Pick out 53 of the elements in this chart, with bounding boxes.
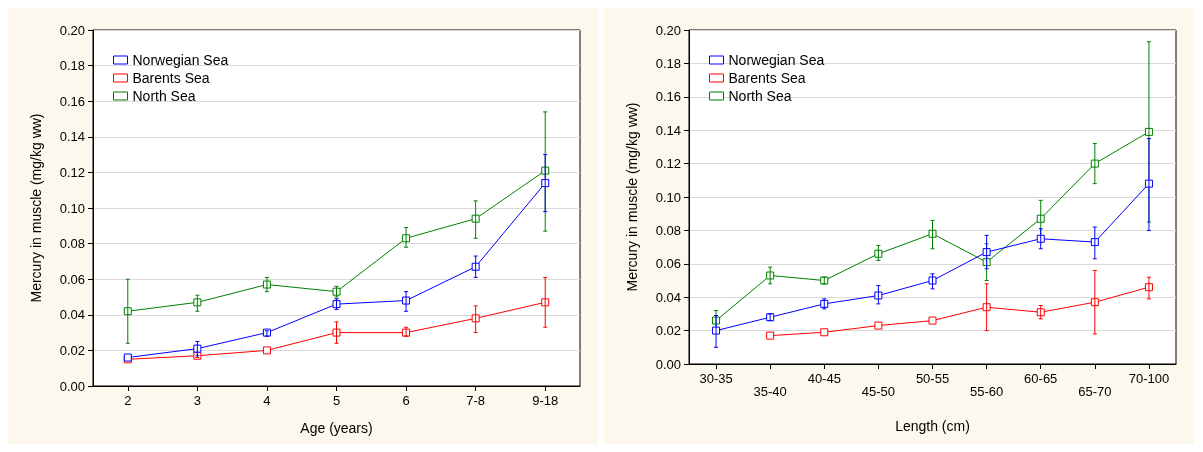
point <box>820 328 829 337</box>
x-axis-title: Age (years) <box>300 420 373 436</box>
x-tick-label: 70-100 <box>1128 371 1170 386</box>
legend-label: Norwegian Sea <box>132 52 229 68</box>
point <box>874 321 883 330</box>
y-tick-label: 0.18 <box>59 58 85 74</box>
y-tick-label: 0.00 <box>655 356 681 372</box>
y-tick-label: 0.14 <box>59 129 85 145</box>
y-tick-label: 0.20 <box>59 22 85 38</box>
x-tick-label: 45-50 <box>861 384 896 399</box>
point <box>262 346 271 355</box>
y-tick-label: 0.00 <box>59 378 85 394</box>
x-tick-label: 55-60 <box>969 384 1004 399</box>
x-tick-label: 5 <box>332 393 341 408</box>
y-tick-label: 0.16 <box>59 93 85 109</box>
x-tick-label: 65-70 <box>1078 384 1112 399</box>
point <box>928 316 937 325</box>
legend-label: North Sea <box>728 88 792 104</box>
y-tick-label: 0.12 <box>59 164 85 180</box>
y-tick-label: 0.06 <box>59 271 85 287</box>
x-tick-label: 2 <box>124 393 132 408</box>
x-tick-label: 9-18 <box>532 393 559 408</box>
point <box>766 331 775 340</box>
y-tick-label: 0.12 <box>655 156 681 172</box>
legend-label: Norwegian Sea <box>728 52 825 68</box>
legend-label: Barents Sea <box>132 70 210 86</box>
y-tick-label: 0.02 <box>655 323 681 339</box>
y-tick-label: 0.16 <box>655 89 681 105</box>
legend-label: Barents Sea <box>728 70 806 86</box>
x-tick-label: 4 <box>263 393 271 408</box>
y-tick-label: 0.18 <box>655 55 681 71</box>
x-tick-label: 50-55 <box>915 371 950 386</box>
x-tick-label: 7-8 <box>466 393 486 408</box>
x-axis-title: Length (cm) <box>895 418 970 434</box>
y-tick-label: 0.10 <box>59 200 85 216</box>
x-tick-label: 60-65 <box>1024 371 1058 386</box>
y-tick-label: 0.10 <box>655 189 681 205</box>
y-tick-label: 0.06 <box>655 256 681 272</box>
y-tick-label: 0.20 <box>655 22 681 38</box>
y-axis-title: Mercury in muscle (mg/kg ww) <box>28 113 44 303</box>
x-tick-label: 40-45 <box>807 371 841 386</box>
y-tick-label: 0.08 <box>59 236 85 252</box>
y-tick-label: 0.04 <box>59 307 85 323</box>
y-axis-title: Mercury in muscle (mg/kg ww) <box>624 102 640 292</box>
y-tick-label: 0.08 <box>655 222 681 238</box>
y-tick-label: 0.14 <box>655 122 681 138</box>
x-tick-label: 30-35 <box>699 371 733 386</box>
x-tick-label: 6 <box>402 393 410 408</box>
legend-label: North Sea <box>132 88 196 104</box>
x-tick-label: 35-40 <box>753 384 787 399</box>
y-tick-label: 0.04 <box>655 289 681 305</box>
x-tick-label: 3 <box>193 393 201 408</box>
y-tick-label: 0.02 <box>59 342 85 358</box>
